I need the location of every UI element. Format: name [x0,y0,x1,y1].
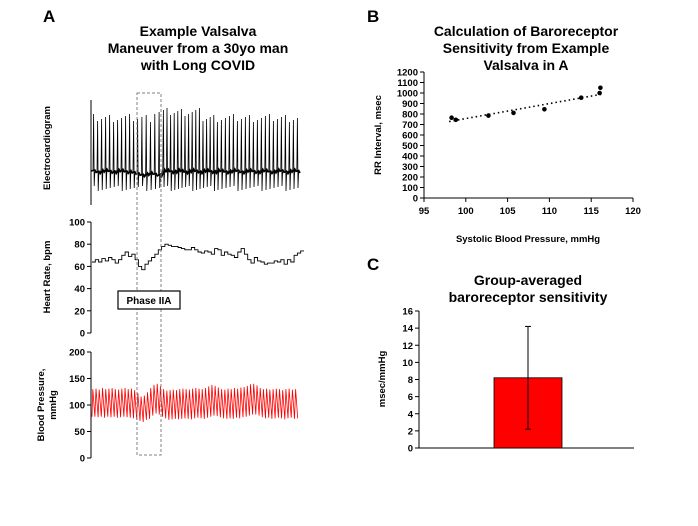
panel-a: A Example Valsalva Maneuver from a 30yo … [36,7,304,465]
scatter-plot: 0100200300400500600700800900100011001200… [373,68,641,246]
ecg-plot: Electrocardiogram [42,100,301,205]
panel-a-title-line-1: Example Valsalva [140,23,257,39]
blood-pressure-ytick-label: 150 [69,374,85,385]
scatter-ytick-label: 800 [402,110,418,121]
heart-rate-ytick-label: 20 [74,306,85,317]
scatter-point [578,95,584,100]
phase-iia-label: Phase IIA [126,296,171,307]
phase-iia-label-box [117,290,181,310]
scatter-point [486,113,491,118]
blood-pressure-plot: 0 50 100 150 200 Blood Pressure, mmHg [36,348,299,465]
panel-b: B Calculation of Baroreceptor Sensitivit… [367,7,641,245]
scatter-point [542,107,547,112]
scatter-xtick-label: 105 [500,206,517,217]
panel-b-title-line-2: Sensitivity from Example [443,40,610,56]
scatter-ytick-label: 900 [402,99,418,110]
heart-rate-ytick-label: 80 [74,240,85,251]
bar-ylabel: msec/mmHg [377,351,388,408]
scatter-point [597,90,602,96]
bar-chart: 0 2 4 6 8 10 12 14 16 msec/mmHg [377,307,634,455]
blood-pressure-ytick-label: 200 [69,348,85,359]
ecg-trace [91,107,300,192]
scatter-ytick-label: 300 [402,162,418,173]
heart-rate-ytick-label: 40 [74,284,85,295]
scatter-ytick-label: 500 [402,141,418,152]
panel-a-title-line-2: Maneuver from a 30yo man [108,40,289,56]
panel-b-letter: B [367,7,379,26]
bar-ytick-label: 16 [402,307,413,318]
heart-rate-ytick-label: 0 [80,329,85,340]
scatter-ytick-label: 1200 [397,68,418,79]
ecg-baseline [90,167,301,179]
scatter-xtick-label: 115 [584,206,600,217]
heart-rate-ytick-label: 100 [69,218,85,229]
bar-ytick-label: 10 [402,358,413,369]
heart-rate-ylabel: Heart Rate, bpm [42,241,53,314]
panel-b-title-line-3: Valsalva in A [483,57,568,73]
blood-pressure-ytick-label: 100 [69,401,85,412]
scatter-point [511,110,516,116]
scatter-trendline [448,93,604,123]
panel-c-title-line-1: Group-averaged [474,272,582,288]
scatter-ylabel: RR Interval, msec [373,95,384,175]
panel-c-title-line-2: baroreceptor sensitivity [449,289,608,305]
scatter-ytick-label: 700 [402,120,418,131]
panel-a-title-line-3: with Long COVID [140,57,255,73]
scatter-point [449,115,454,120]
bar-ytick-label: 14 [402,324,413,335]
scatter-point [453,117,459,123]
bar-ytick-label: 6 [408,392,413,403]
scatter-xlabel: Systolic Blood Pressure, mmHg [456,234,600,245]
heart-rate-plot: 0 20 40 60 80 100 Heart Rate, bpm [42,218,304,340]
panel-c: C Group-averaged baroreceptor sensitivit… [367,255,634,455]
scatter-xtick-label: 110 [542,206,557,217]
scatter-xtick-label: 100 [458,206,474,217]
panel-c-letter: C [367,255,379,274]
scatter-xtick-label: 120 [625,206,641,217]
heart-rate-ytick-label: 60 [74,262,85,273]
bar-ytick-label: 2 [408,426,413,437]
bar-ytick-label: 12 [402,341,413,352]
bar-ytick-label: 0 [408,444,413,455]
panel-b-title-line-1: Calculation of Baroreceptor [434,23,619,39]
bar-ytick-label: 8 [408,375,413,386]
blood-pressure-ylabel-line-1: Blood Pressure, [36,369,47,442]
scatter-ytick-label: 1100 [397,78,418,89]
scatter-ytick-label: 200 [402,173,418,184]
scatter-point [598,85,603,91]
scatter-ytick-label: 1000 [397,89,418,100]
scatter-ytick-label: 0 [413,194,418,205]
blood-pressure-ytick-label: 50 [74,427,85,438]
blood-pressure-trace [91,383,299,423]
phase-iia-highlight-box [136,92,162,456]
scatter-xtick-label: 95 [419,206,430,217]
blood-pressure-ylabel-line-2: mmHg [48,390,59,420]
scatter-ytick-label: 100 [402,183,418,194]
ecg-ylabel: Electrocardiogram [42,106,53,190]
heart-rate-trace [92,243,304,271]
bar-ytick-label: 4 [408,409,414,420]
panel-a-letter: A [43,7,55,26]
scatter-ytick-label: 600 [402,131,418,142]
blood-pressure-ytick-label: 0 [80,454,85,465]
scatter-ytick-label: 400 [402,152,418,163]
